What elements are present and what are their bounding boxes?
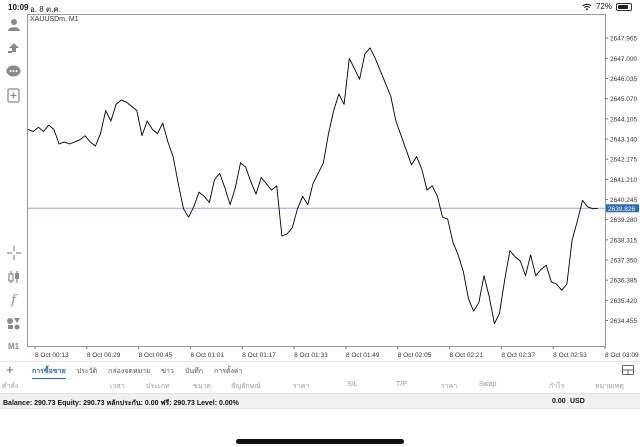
x-tick-label: 8 Oct 00:29 <box>87 352 121 359</box>
x-tick-label: 8 Oct 01:17 <box>242 352 276 359</box>
function-icon[interactable]: f <box>11 292 16 308</box>
account-icon[interactable] <box>4 16 23 34</box>
battery-percent: 72% <box>595 2 612 11</box>
column-header: Swap <box>479 381 497 388</box>
objects-icon[interactable] <box>4 314 23 332</box>
y-tick-label: 2643.140 <box>610 137 637 144</box>
tab-0[interactable]: การซื้อขาย <box>32 366 66 379</box>
timeframe-label: M1 <box>7 341 20 351</box>
x-tick-label: 8 Oct 03:09 <box>605 352 639 359</box>
y-tick-label: 2647.000 <box>610 56 637 63</box>
y-tick-label: 2634.455 <box>610 318 637 325</box>
y-tick-label: 2637.350 <box>610 257 637 264</box>
price-chart[interactable]: 2647.965 2647.000 2646.035 2645.070 2644.105… <box>27 14 640 360</box>
column-header: T/P <box>396 381 407 388</box>
x-tick-label: 8 Oct 02:37 <box>501 352 535 359</box>
status-bar: 10:09 อ. 8 ต.ค. 72% <box>0 0 640 14</box>
terminal-tabs-bar: + การซื้อขาย ประวัติ กล่องจดหมาย ข่าว บันทึก… <box>0 361 640 379</box>
tab-3[interactable]: ข่าว <box>161 368 174 375</box>
orders-table-header: คำสั่ง เวลา ประเภท ขนาด สัญลักษณ์ ราคา S/L T/P ร… <box>0 378 640 392</box>
status-time: 10:09 <box>8 3 29 12</box>
y-tick-label: 2639.280 <box>610 217 637 224</box>
x-tick-label: 8 Oct 00:13 <box>35 352 69 359</box>
column-header: ประเภท <box>146 383 170 390</box>
account-currency: USD <box>570 398 585 405</box>
column-header: หมายเหตุ <box>595 383 624 390</box>
x-tick-label: 8 Oct 01:49 <box>346 352 380 359</box>
y-tick-label: 2635.420 <box>610 298 637 305</box>
column-header: S/L <box>347 381 358 388</box>
chart-canvas[interactable]: 2647.965 2647.000 2646.035 2645.070 2644.105… <box>27 14 640 360</box>
x-tick-label: 8 Oct 02:53 <box>553 352 587 359</box>
left-toolbar: f M1 <box>0 14 27 356</box>
indicators-icon[interactable] <box>4 268 23 286</box>
account-summary: Balance: 290.73 Equity: 290.73 หลักประกั… <box>3 400 239 407</box>
tab-2[interactable]: กล่องจดหมาย <box>108 368 151 375</box>
column-header: กำไร <box>549 383 565 390</box>
wifi-icon <box>582 3 592 10</box>
y-tick-label: 2644.105 <box>610 116 637 123</box>
y-tick-label: 2641.210 <box>610 177 637 184</box>
plot-frame <box>27 14 606 347</box>
x-tick-label: 8 Oct 01:33 <box>294 352 328 359</box>
column-header: ขนาด <box>193 383 212 390</box>
y-tick-label: 2636.385 <box>610 278 637 285</box>
y-tick-label: 2642.175 <box>610 157 637 164</box>
trade-icon[interactable] <box>4 38 23 56</box>
battery-icon <box>616 2 632 11</box>
account-profit: 0.00 <box>552 398 566 405</box>
add-icon[interactable]: + <box>6 362 14 377</box>
tab-5[interactable]: การตั้งค่า <box>213 368 243 375</box>
tab-4[interactable]: บันทึก <box>184 368 203 375</box>
column-header: ราคา <box>441 383 458 390</box>
price-series-line <box>27 47 599 325</box>
timeframe-button[interactable]: M1 <box>4 337 23 355</box>
status-date: อ. 8 ต.ค. <box>30 5 61 14</box>
x-tick-label: 8 Oct 00:45 <box>139 352 173 359</box>
chat-icon[interactable] <box>4 62 23 80</box>
new-order-icon[interactable] <box>4 86 23 104</box>
y-tick-label: 2638.315 <box>610 237 637 244</box>
x-tick-label: 8 Oct 02:05 <box>398 352 432 359</box>
y-tick-label: 2640.245 <box>610 197 637 204</box>
x-tick-label: 8 Oct 01:01 <box>190 352 224 359</box>
home-indicator[interactable] <box>236 439 404 444</box>
column-header: คำสั่ง <box>2 383 19 390</box>
terminal-tabs: การซื้อขาย ประวัติ กล่องจดหมาย ข่าว บันทึก กา… <box>32 366 242 379</box>
x-tick-label: 8 Oct 02:21 <box>450 352 484 359</box>
current-price-label: 2639.826 <box>608 206 635 213</box>
account-balance-row: Balance: 290.73 Equity: 290.73 หลักประกั… <box>0 393 640 409</box>
y-tick-label: 2645.070 <box>610 96 637 103</box>
y-tick-label: 2647.965 <box>610 36 637 43</box>
current-price-tag <box>606 204 639 213</box>
crosshair-icon[interactable] <box>4 244 23 262</box>
column-header: สัญลักษณ์ <box>231 383 261 390</box>
chart-symbol-label: XAUUSDm, M1 <box>30 16 79 23</box>
column-header: ราคา <box>293 383 310 390</box>
panel-toggle-icon[interactable] <box>622 365 634 375</box>
tab-1[interactable]: ประวัติ <box>76 368 98 375</box>
column-header: เวลา <box>110 383 125 390</box>
status-indicators: 72% <box>582 2 632 11</box>
y-tick-label: 2646.035 <box>610 76 637 83</box>
